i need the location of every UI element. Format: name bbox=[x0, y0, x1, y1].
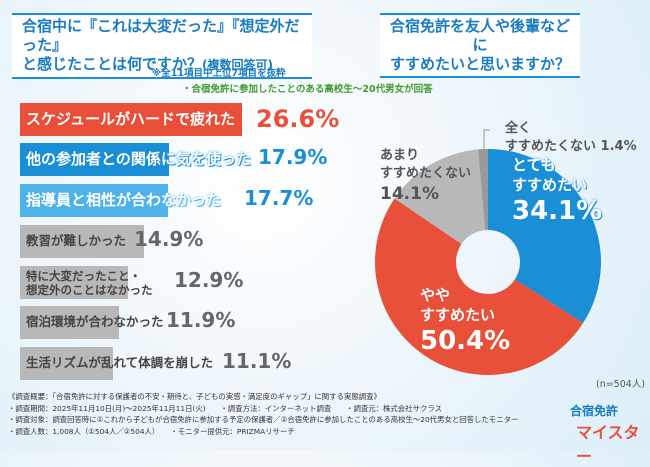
bar-label: 生活リズムが乱れて体調を崩した bbox=[26, 355, 214, 371]
bar-label: 他の参加者との関係に気を使った bbox=[26, 149, 251, 168]
pie-label-line2: すすめたい bbox=[512, 176, 588, 194]
bar-value: 17.7% bbox=[244, 186, 314, 210]
pie-value: 14.1% bbox=[380, 184, 439, 204]
pie-label-line1: やや bbox=[420, 286, 451, 304]
pie-slice bbox=[488, 149, 601, 324]
bar-value: 26.6% bbox=[256, 105, 340, 133]
pie-value: 50.4% bbox=[420, 326, 511, 356]
pie-slice bbox=[375, 198, 584, 375]
bar-label: 特に大変だったこと・ 想定外のことはなかった bbox=[26, 269, 153, 297]
note-respondents: ・合宿免許に参加したことのある高校生～20代男女が回答 bbox=[182, 84, 433, 95]
bar-value: 11.9% bbox=[166, 308, 236, 332]
pie-label: とてもすすめたい 34.1% bbox=[512, 155, 602, 227]
leader-line bbox=[483, 129, 490, 150]
bar-value: 14.9% bbox=[134, 227, 204, 251]
pie-label: あまりすすめたくない 14.1% bbox=[380, 147, 471, 206]
pie-label: 全くすすめたくない 1.4% bbox=[505, 120, 637, 156]
pie-label-line2: すすめたくない 1.4% bbox=[505, 139, 637, 154]
pie-label-line1: 全く bbox=[505, 121, 532, 136]
bar-label: スケジュールがハードで疲れた bbox=[26, 109, 235, 128]
pie-label-line1: とても bbox=[512, 156, 556, 174]
bar bbox=[20, 143, 170, 176]
pie-label-line1: あまり bbox=[380, 148, 420, 163]
note-top7: ※全11項目中上位7項目を抜粋 bbox=[152, 68, 286, 79]
pie-slice bbox=[394, 149, 486, 245]
pie-label-line2: すすめたい bbox=[420, 306, 496, 324]
donut-chart bbox=[375, 129, 601, 375]
bar-value: 12.9% bbox=[174, 268, 244, 292]
pie-value: 34.1% bbox=[512, 196, 603, 226]
survey-footer: 《調査概要：「合宿免許に対する保護者の不安・期待と、子どもの実感・満足度のギャッ… bbox=[8, 392, 519, 436]
bar bbox=[20, 306, 120, 339]
bar-label: 指導員と相性が合わなかった bbox=[26, 190, 222, 209]
bar-value: 11.1% bbox=[222, 349, 292, 373]
pie-label-line2: すすめたくない bbox=[380, 166, 472, 181]
right-title: 合宿免許を友人や後輩などに すすめたいと思いますか？ bbox=[380, 13, 580, 78]
bar bbox=[20, 103, 243, 136]
bar-label: 宿泊環境が合わなかった bbox=[26, 314, 164, 330]
pie-label: ややすすめたい 50.4% bbox=[420, 285, 510, 357]
sample-size: (n=504人) bbox=[596, 379, 646, 390]
bar bbox=[20, 347, 113, 380]
bar-label: 教習が難しかった bbox=[26, 233, 127, 249]
bar bbox=[20, 225, 145, 258]
bar bbox=[20, 266, 128, 299]
pie-slice bbox=[478, 149, 488, 231]
logo: 合宿免許 マイスター bbox=[570, 404, 640, 466]
left-title: 合宿中に『これは大変だった』『想定外だった』 と感じたことは何ですか？(複数回答… bbox=[12, 13, 312, 79]
bar-value: 17.9% bbox=[258, 145, 328, 169]
bar bbox=[20, 184, 168, 217]
